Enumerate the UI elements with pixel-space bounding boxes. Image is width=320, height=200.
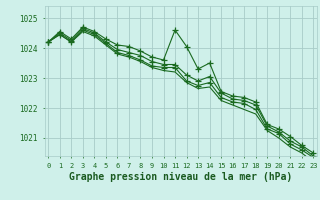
X-axis label: Graphe pression niveau de la mer (hPa): Graphe pression niveau de la mer (hPa) bbox=[69, 172, 292, 182]
